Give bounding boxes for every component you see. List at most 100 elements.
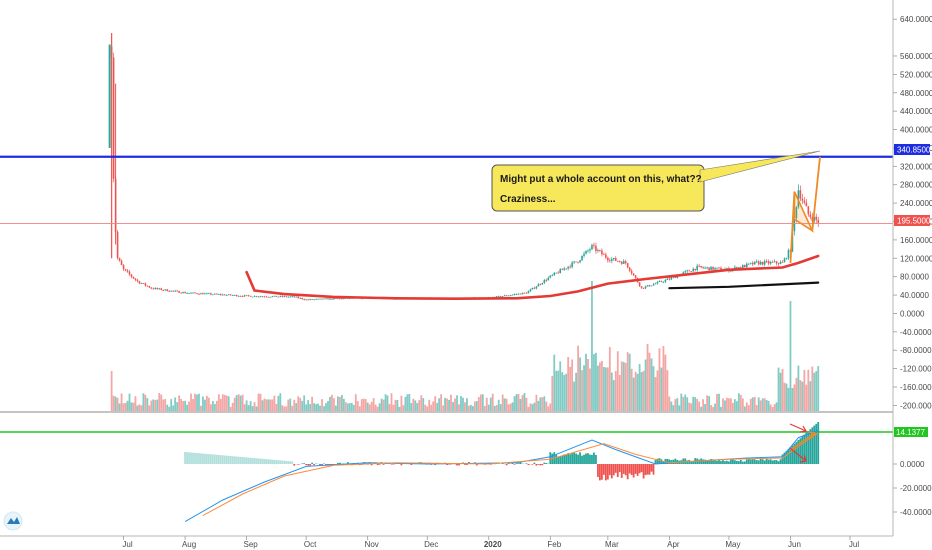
- volume-bar: [604, 367, 607, 411]
- candle-body: [223, 294, 226, 296]
- moving-average-red: [245, 254, 820, 301]
- volume-bar: [444, 397, 446, 411]
- candle-body: [573, 261, 575, 263]
- candle-body: [591, 244, 593, 250]
- macd-histogram-bar: [775, 460, 778, 464]
- price-axis[interactable]: 640.0000 560.0000 520.0000 480.0000 440.0000…: [893, 15, 932, 410]
- volume-bar: [287, 399, 290, 411]
- volume-bar: [412, 398, 415, 411]
- candle-body: [497, 296, 500, 297]
- macd-histogram-bar: [293, 464, 296, 466]
- macd-histogram-bar: [575, 453, 577, 464]
- candle-body: [648, 285, 651, 287]
- candle-body: [243, 295, 246, 297]
- candle-body: [142, 283, 145, 285]
- time-axis[interactable]: Jul Aug Sep Oct Nov Dec 2020 Feb Mar Apr May Jun Jul: [122, 536, 859, 549]
- macd-histogram-bar: [672, 459, 675, 464]
- volume-bar: [787, 387, 790, 411]
- volume-bar: [517, 394, 520, 411]
- overlays: [0, 155, 893, 301]
- macd-histogram-bar: [759, 458, 762, 464]
- volume-bar: [253, 402, 256, 411]
- macd-histogram-bar: [206, 453, 208, 464]
- volume-bar: [386, 395, 389, 411]
- volume-bar: [676, 398, 679, 411]
- volume-bar: [597, 365, 599, 411]
- volume-bar: [156, 399, 159, 411]
- candle-body: [214, 293, 216, 295]
- volume-bar: [184, 400, 186, 411]
- volume-bar: [684, 394, 687, 411]
- volume-bar: [219, 398, 222, 411]
- volume-bar: [172, 405, 175, 411]
- candle-body: [563, 268, 565, 270]
- macd-histogram-bar: [628, 464, 631, 474]
- macd-histogram-bar: [702, 459, 705, 464]
- candle-body: [547, 277, 550, 281]
- tradingview-logo[interactable]: [3, 511, 23, 531]
- macd-histogram-bar: [577, 454, 579, 464]
- volume-bar: [227, 396, 230, 411]
- candle-body: [670, 277, 673, 280]
- volume-bar: [174, 397, 177, 411]
- macd-histogram-bar: [561, 456, 564, 464]
- candle-body: [331, 298, 333, 300]
- y-tick-label: 560.0000: [900, 52, 932, 61]
- callout-line-1: Might put a whole account on this, what?…: [500, 174, 702, 185]
- macd-histogram-bar: [241, 457, 244, 464]
- volume-bar: [424, 404, 427, 411]
- candle-body: [805, 202, 808, 207]
- volume-bar: [743, 406, 746, 411]
- macd-histogram-bar: [704, 459, 707, 464]
- volume-bar: [573, 381, 576, 411]
- candle-body: [196, 293, 198, 294]
- macd-histogram-bar: [489, 464, 492, 465]
- volume-bar: [136, 405, 139, 411]
- candle-body: [742, 265, 744, 268]
- macd-histogram-bar: [198, 453, 200, 464]
- candle-body: [815, 216, 818, 220]
- volume-bar: [519, 398, 522, 411]
- macd-histogram-bar: [382, 464, 385, 465]
- price-tag-red-label: 195.5000: [897, 217, 931, 226]
- macd-histogram-bar: [606, 464, 609, 480]
- macd-histogram-bar: [370, 464, 373, 466]
- candle-body: [317, 298, 319, 300]
- volume-bar: [737, 393, 740, 411]
- volume-bar: [348, 403, 351, 411]
- volume-bar: [571, 359, 574, 411]
- volume-bar: [281, 405, 284, 411]
- candle-body: [605, 254, 607, 258]
- candle-body: [210, 293, 212, 295]
- macd-histogram-bar: [378, 464, 381, 465]
- macd-histogram-bar: [257, 458, 260, 464]
- volume-bar: [271, 399, 274, 411]
- volume-bar: [265, 399, 268, 411]
- macd-histogram-bar: [225, 455, 228, 464]
- volume-bar: [757, 397, 760, 411]
- macd-histogram-bar: [221, 455, 224, 464]
- candle-body: [212, 294, 214, 296]
- candle-body: [708, 267, 710, 271]
- macd-histogram-bar: [559, 456, 562, 464]
- candle-body: [198, 293, 200, 295]
- callout-note[interactable]: Might put a whole account on this, what?…: [491, 150, 821, 212]
- volume-bar: [753, 396, 756, 411]
- volume-bar: [225, 395, 228, 411]
- volume-bar: [356, 401, 359, 411]
- candle-body: [333, 298, 335, 300]
- candle-body: [706, 267, 708, 269]
- y-tick-label: -200.0000: [900, 401, 932, 410]
- macd-histogram-bar: [622, 464, 625, 474]
- volume-bar: [364, 399, 367, 411]
- volume-bar: [221, 394, 224, 411]
- candle-body: [221, 294, 224, 296]
- volume-bar: [741, 398, 744, 411]
- macd-histogram-bar: [289, 461, 292, 464]
- volume-bar: [333, 398, 335, 411]
- volume-bar: [239, 395, 242, 411]
- candle-body: [795, 207, 798, 219]
